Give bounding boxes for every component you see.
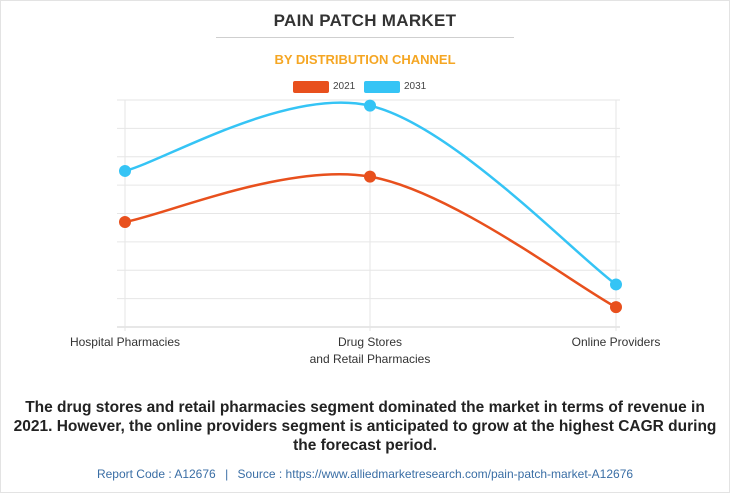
point-2031-2 <box>364 99 376 112</box>
line-chart: Hospital Pharmacies Drug Stores and Retail… <box>70 99 661 366</box>
legend-swatch-2031 <box>364 81 400 93</box>
source-link[interactable]: Source : https://www.alliedmarketresearc… <box>237 467 634 481</box>
chart-description: The drug stores and retail pharmacies se… <box>13 399 717 454</box>
point-2021-3 <box>610 301 622 314</box>
legend-swatch-2021 <box>293 81 329 93</box>
chart-title: PAIN PATCH MARKET <box>273 11 457 30</box>
point-2021-2 <box>364 170 376 183</box>
chart-subtitle: BY DISTRIBUTION CHANNEL <box>274 52 456 67</box>
x-tick-label-line: and Retail Pharmacies <box>310 352 431 366</box>
x-tick-label-line: Online Providers <box>572 335 661 349</box>
title-divider <box>216 37 514 38</box>
legend-label-2021: 2021 <box>333 81 356 92</box>
x-tick-label: Hospital Pharmacies <box>70 335 180 349</box>
footer-separator: | <box>225 467 229 481</box>
x-tick-label-line: Drug Stores <box>338 335 402 349</box>
report-code: Report Code : A12676 <box>96 467 216 481</box>
footer: Report Code : A12676 | Source : https://… <box>0 467 730 481</box>
point-2021-1 <box>119 216 131 229</box>
point-2031-3 <box>610 278 622 291</box>
legend-label-2031: 2031 <box>404 81 427 92</box>
chart-legend: 2021 2031 <box>0 80 730 94</box>
point-2031-1 <box>119 164 131 177</box>
x-tick-label: Drug Stores and Retail Pharmacies <box>310 335 431 366</box>
x-tick-label-line: Hospital Pharmacies <box>70 335 180 349</box>
x-tick-label: Online Providers <box>572 335 661 349</box>
